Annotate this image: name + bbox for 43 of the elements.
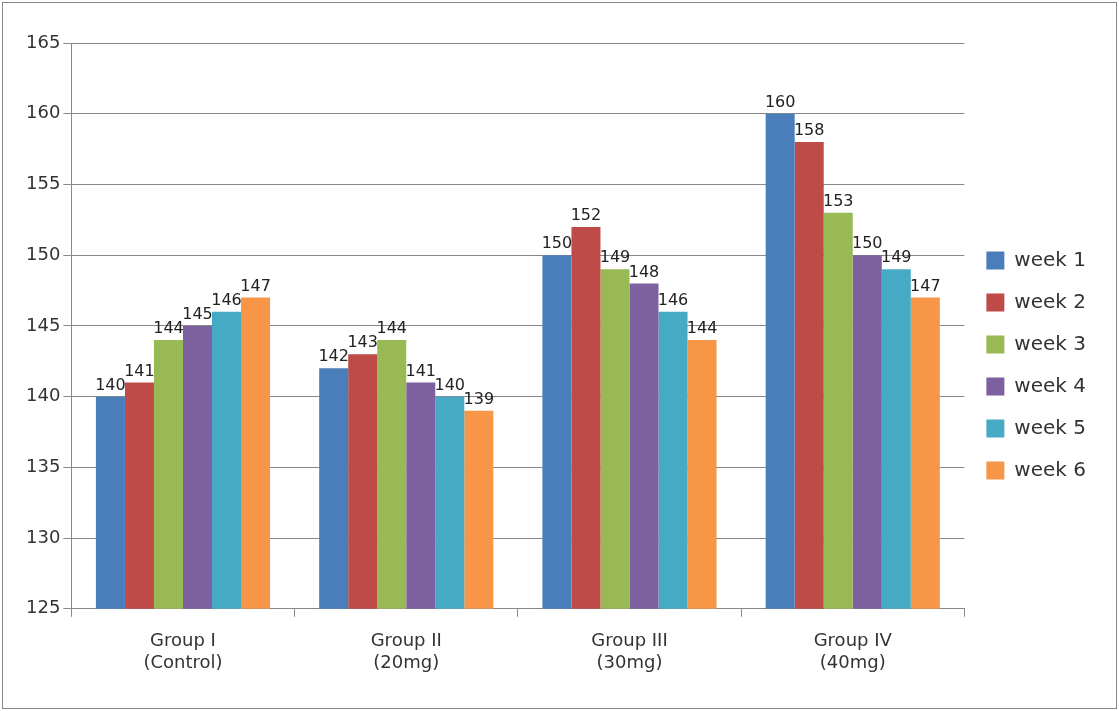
data-label: 147 — [910, 275, 941, 295]
y-tick-label: 165 — [26, 30, 61, 52]
legend-label: week 6 — [1014, 456, 1087, 481]
data-label: 146 — [657, 289, 689, 309]
data-label: 147 — [240, 275, 271, 295]
x-tick-label: Group IV (40mg) — [813, 629, 893, 672]
data-label: 153 — [822, 190, 854, 210]
x-tick-label: Group II (20mg) — [370, 629, 442, 672]
legend-label: week 5 — [1014, 414, 1087, 439]
data-label: 149 — [599, 247, 631, 267]
data-label: 158 — [793, 120, 825, 140]
data-label: 150 — [541, 233, 573, 253]
data-label: 144 — [153, 318, 184, 338]
data-label: 140 — [95, 374, 126, 394]
data-label: 150 — [851, 233, 883, 253]
y-tick-label: 150 — [26, 242, 61, 264]
legend-label: week 1 — [1014, 246, 1087, 271]
y-tick-label: 125 — [26, 596, 61, 618]
y-tick-label: 130 — [26, 525, 61, 547]
legend-label: week 4 — [1014, 372, 1087, 397]
y-tick-label: 155 — [26, 172, 61, 194]
x-tick-label: Group III (30mg) — [591, 629, 668, 672]
data-label: 142 — [318, 346, 349, 366]
data-label: 141 — [124, 360, 155, 380]
x-tick-label: Group I (Control) — [143, 629, 223, 672]
data-label: 144 — [376, 318, 407, 338]
data-label: 140 — [434, 374, 466, 394]
data-label: 152 — [570, 205, 602, 225]
data-label: 146 — [211, 289, 242, 309]
y-tick-label: 135 — [26, 455, 61, 477]
data-label: 143 — [347, 332, 378, 352]
legend-label: week 2 — [1014, 288, 1087, 313]
y-tick-label: 140 — [26, 384, 61, 406]
legend-label: week 3 — [1014, 330, 1087, 355]
data-label: 145 — [182, 304, 213, 324]
data-label: 144 — [686, 318, 718, 338]
y-tick-label: 145 — [26, 313, 61, 335]
y-tick-label: 160 — [26, 101, 61, 123]
data-label: 141 — [405, 360, 437, 380]
data-label: 148 — [628, 261, 660, 281]
data-label: 149 — [881, 247, 912, 267]
data-label: 139 — [463, 388, 495, 408]
data-label: 160 — [764, 91, 796, 111]
